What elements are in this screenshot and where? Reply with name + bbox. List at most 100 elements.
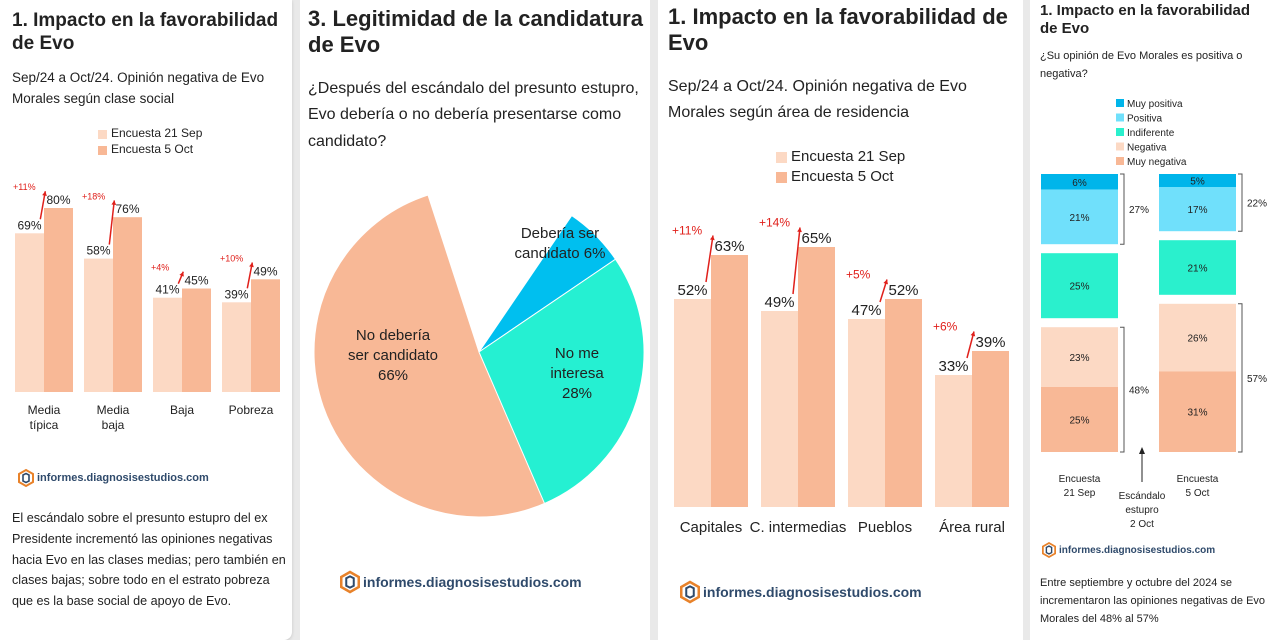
stack-segment [1041,387,1118,452]
bar [182,288,211,392]
legend-swatch [1116,128,1124,136]
annotation-label: estupro [1125,505,1159,516]
pie-slice [478,258,645,505]
bar [972,351,1009,507]
category-label: Encuesta [1177,474,1219,485]
stack-segment [1041,253,1118,319]
logo-icon [340,570,360,594]
bar [674,299,711,507]
bar [251,279,280,392]
panel-legitimidad: 3. Legitimidad de la candidatura de Evo … [300,0,650,640]
stack-segment [1041,327,1118,387]
segment-label: 31% [1187,408,1207,419]
annotation-label: Escándalo [1119,491,1166,502]
segment-label: 21% [1069,213,1089,224]
bracket-label: 27% [1129,205,1149,216]
change-arrowhead [249,262,254,268]
change-label: +11% [13,182,36,192]
stack-segment [1159,240,1236,295]
legend-label: Encuesta 5 Oct [791,168,894,185]
panel-clase-social: 1. Impacto en la favorabilidad de Evo Se… [0,0,292,640]
chart-legitimidad: No debería ser candidato 66% Debería ser can… [313,194,645,518]
change-label: +5% [846,268,871,282]
legend-label: Muy positiva [1127,99,1183,110]
slice-label: candidato 6% [515,245,606,262]
logo-icon [1042,541,1056,559]
legend-label: Muy negativa [1127,157,1187,168]
bracket-label: 57% [1247,374,1267,385]
data-label: 41% [155,283,179,297]
segment-label: 23% [1069,353,1089,364]
data-label: 76% [115,202,139,216]
logo: informes.diagnosisestudios.com [340,568,582,596]
category-label: Baja [170,403,194,417]
stack-segment [1159,187,1236,232]
panel-title: 1. Impacto en la favorabilidad de Evo [668,4,1008,56]
stack-segment [1041,189,1118,245]
slice-label: 66% [378,367,408,384]
bar [798,247,835,507]
panel-subtitle: Sep/24 a Oct/24. Opinión negativa de Evo… [668,78,967,122]
panel-title: 1. Impacto en la favorabilidad de Evo [12,10,279,54]
category-label: C. intermedias [750,519,847,536]
change-label: +14% [759,216,790,230]
legend-label: Negativa [1127,143,1167,154]
bar [935,375,972,507]
change-arrow [705,235,714,283]
category-label: típica [30,418,59,432]
change-arrow [108,200,116,245]
legend-swatch [1116,113,1124,122]
panel-question: ¿Su opinión de Evo Morales es positiva o… [1040,50,1243,80]
stack-segment [1159,371,1236,452]
panel-title: 3. Legitimidad de la candidatura de Evo [308,6,643,58]
category-label: baja [102,418,125,432]
logo-text: informes.diagnosisestudios.com [37,472,209,484]
logo-text: informes.diagnosisestudios.com [703,584,922,600]
annotation-arrowhead [1139,447,1145,454]
data-label: 52% [677,282,707,299]
change-label: +6% [933,320,958,334]
segment-label: 25% [1069,282,1089,293]
data-label: 33% [938,358,968,375]
legend-label: Encuesta 5 Oct [111,142,194,156]
data-label: 58% [86,244,110,258]
panel-subtitle: Sep/24 a Oct/24. Opinión negativa de Evo… [12,70,265,106]
change-label: +4% [151,263,169,273]
legend-swatch [1116,157,1124,165]
segment-label: 26% [1187,334,1207,345]
change-arrowhead [883,279,888,285]
data-label: 39% [224,287,248,301]
bar [848,319,885,507]
change-arrow [792,227,801,295]
data-label: 47% [851,302,881,319]
legend-label: Indiferente [1127,128,1175,139]
logo: informes.diagnosisestudios.com [1042,541,1215,559]
stack-segment [1041,174,1118,190]
bracket-label: 22% [1247,199,1267,210]
logo: informes.diagnosisestudios.com [680,578,922,606]
category-label: Pobreza [229,403,274,417]
legend-swatch [98,146,107,155]
legend-label: Encuesta 21 Sep [791,148,905,165]
change-arrowhead [42,191,47,196]
slice-label: Debería ser [521,225,599,242]
bar [885,299,922,507]
slice-label: No me [555,345,599,362]
change-label: +11% [672,224,702,238]
logo-icon [680,580,700,604]
bracket-label: 48% [1129,386,1149,397]
data-label: 45% [184,274,208,288]
slice-label: No debería [356,327,431,344]
bar [113,217,142,392]
bar [15,233,44,392]
slice-label: interesa [550,365,604,382]
change-arrowhead [111,200,117,206]
chart-opinion-evo: Muy positiva Positiva Indiferente Negativa M… [1041,99,1267,530]
legend-swatch [1116,142,1124,151]
bar [761,311,798,507]
legend-swatch [98,130,107,139]
data-label: 52% [888,282,918,299]
panel-footer: Entre septiembre y octubre del 2024 se i… [1040,577,1266,626]
category-label: Pueblos [858,519,912,536]
legend-label: Encuesta 21 Sep [111,126,203,140]
